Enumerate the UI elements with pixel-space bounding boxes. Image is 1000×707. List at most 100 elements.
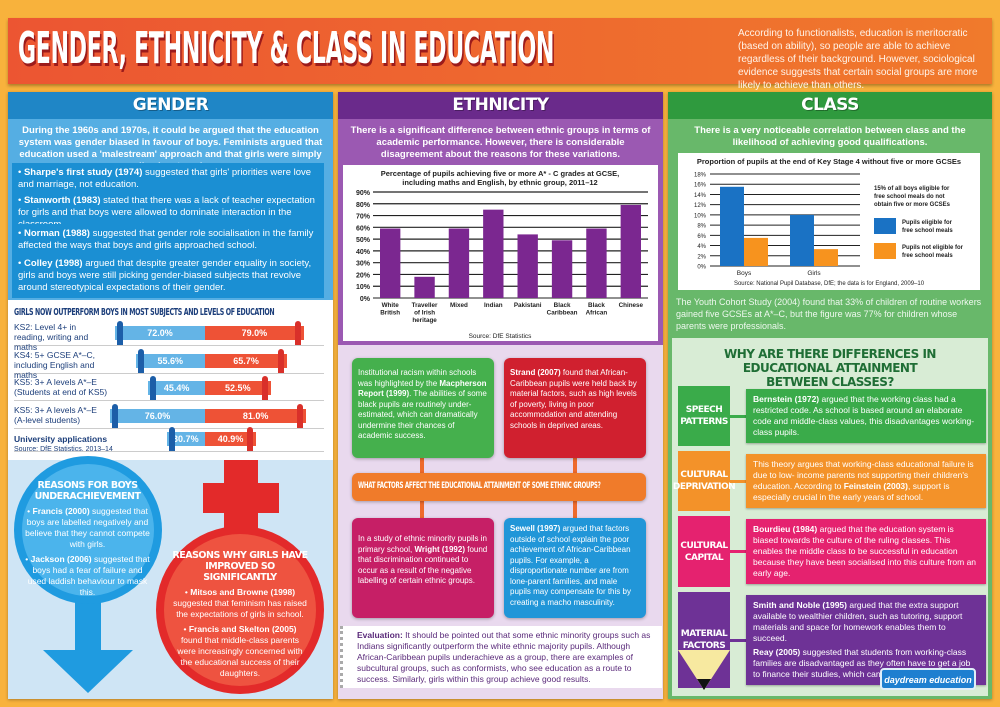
citation: Sewell (1997) [510, 524, 561, 533]
girl-figure-icon [294, 321, 301, 345]
x-tick-label: Black African [586, 302, 608, 317]
reason-label: Cultural Deprivation [673, 451, 736, 511]
class-reasons-list: Speech Patterns Bernstein (1972) argued t… [673, 386, 988, 688]
girl-figure-icon [261, 376, 268, 400]
girls-bar: 40.9% [205, 432, 257, 446]
boys-bar: 76.0% [110, 409, 205, 423]
comparison-row: KS5: 3+ A levels A*–E (Students at end o… [14, 375, 324, 401]
text: It should be pointed out that some ethni… [357, 630, 651, 684]
text: argued that the working class had a rest… [753, 394, 975, 437]
reason-paragraph: Smith and Noble (1995) argued that the e… [753, 600, 979, 644]
strand-box: Strand (2007) found that African-Caribbe… [504, 358, 646, 458]
reason-paragraph: Bourdieu (1984) argued that the educatio… [753, 524, 979, 579]
wright-box: In a study of ethnic minority pupils in … [352, 518, 494, 618]
citation: Stanworth (1983) [23, 195, 101, 206]
text: . The abilities of some black pupils are… [358, 389, 487, 440]
page-title: Gender, Ethnicity & Class in Education [18, 23, 555, 74]
reason-paragraph: Reay (2005) suggested that students from… [753, 647, 979, 680]
factors-banner: What Factors Affect the Educational Atta… [352, 473, 646, 501]
ethnicity-chart-title: Percentage of pupils achieving five or m… [380, 169, 620, 187]
citation: Strand (2007) [510, 368, 561, 377]
text: Institutional racism within schools was … [358, 368, 477, 388]
bar [620, 204, 641, 298]
text: suggested that gender role socialisation… [18, 228, 314, 251]
citation: Norman (1988) [23, 228, 90, 239]
girls-reason: • Mitsos and Browne (1998) suggested tha… [173, 587, 307, 619]
connector-line [730, 414, 746, 418]
comparison-row: University applications 30.7% 40.9% [14, 426, 324, 452]
y-tick-label: 10% [356, 284, 371, 291]
bar [517, 234, 538, 298]
legend-swatch [874, 218, 896, 234]
text: suggested that feminism has raised the e… [173, 598, 307, 619]
y-tick-label: 16% [694, 183, 707, 189]
y-tick-label: 30% [356, 261, 371, 268]
gender-point: • Colley (1998) argued that despite grea… [12, 254, 324, 298]
x-tick-label: Indian [484, 302, 503, 309]
row-label: KS2: Level 4+ in reading, writing and ma… [14, 322, 89, 352]
row-label: KS4: 5+ GCSE A*–C, including English and… [14, 350, 96, 380]
youth-cohort-text: The Youth Cohort Study (2004) found that… [676, 297, 982, 331]
reason-paragraph: Bernstein (1972) argued that the working… [753, 394, 979, 438]
legend-swatch [874, 243, 896, 259]
boys-bar: 30.7% [166, 432, 205, 446]
bar [380, 228, 401, 298]
boys-reason: • Jackson (2006) suggested that boys had… [25, 554, 150, 597]
gender-heading: Gender [8, 92, 333, 119]
citation: Francis and Skelton (2005) [188, 624, 297, 634]
x-tick-label: Traveller of Irish heritage [412, 302, 438, 324]
row-label: KS5: 3+ A levels A*–E (A-level students) [14, 405, 97, 425]
citation: Bernstein (1972) [753, 394, 820, 404]
bar [483, 209, 504, 298]
y-tick-label: 40% [356, 249, 371, 256]
boys-bar: 45.4% [148, 381, 205, 395]
citation: Evaluation: [357, 630, 403, 640]
pencil-tip-icon [678, 650, 730, 690]
legend-label: Pupils eligible for free school meals [902, 220, 953, 234]
boys-reason: • Francis (2000) suggested that boys are… [25, 506, 150, 549]
girls-bar: 79.0% [205, 326, 304, 340]
bar [448, 228, 470, 298]
citation: Sharpe's first study (1974) [23, 167, 143, 178]
y-tick-label: 90% [356, 190, 371, 197]
x-tick-label: Mixed [450, 302, 468, 309]
daydream-logo: daydream education [880, 668, 976, 690]
reason-text: Bernstein (1972) argued that the working… [746, 389, 986, 443]
bar [790, 214, 814, 266]
y-tick-label: 10% [694, 213, 707, 219]
citation: Feinstein (2003) [843, 481, 908, 491]
citation: Reay (2005) [753, 647, 801, 657]
text: argued that the education system is bias… [753, 524, 977, 578]
legend-label: Pupils not eligible for free school meals [902, 245, 964, 259]
sewell-box: Sewell (1997) argued that factors outsid… [504, 518, 646, 618]
boy-figure-icon [137, 349, 144, 373]
reason-text: Smith and Noble (1995) argued that the e… [746, 595, 986, 685]
comparison-heading: Girls now outperform boys in most subjec… [14, 307, 275, 318]
x-tick-label: White British [380, 302, 400, 317]
x-tick-label: Boys [737, 270, 752, 277]
girls-bar: 81.0% [205, 409, 307, 423]
girls-reason: • Francis and Skelton (2005) found that … [177, 624, 303, 678]
bar [744, 237, 768, 266]
text: suggested that boys are labelled negativ… [25, 506, 150, 549]
reason-row: Cultural Capital Bourdieu (1984) argued t… [678, 516, 988, 587]
text: suggested that students from working-cla… [753, 647, 972, 679]
boy-figure-icon [117, 321, 123, 345]
comparison-heading-wrap: Girls now outperform boys in most subjec… [14, 307, 326, 319]
girls-reasons: Reasons Why Girls Have Improved So Signi… [172, 550, 308, 683]
class-intro: There is a very noticeable correlation b… [694, 125, 966, 148]
row-label: KS5: 3+ A levels A*–E (Students at end o… [14, 377, 108, 397]
comparison-row: KS2: Level 4+ in reading, writing and ma… [14, 320, 324, 352]
factors-heading: What Factors Affect the Educational Atta… [358, 481, 601, 491]
bar [720, 186, 744, 266]
ethnicity-heading: Ethnicity [338, 92, 663, 119]
y-tick-label: 12% [694, 203, 707, 209]
y-tick-label: 70% [356, 214, 371, 221]
text: argued that the extra support available … [753, 600, 963, 643]
y-tick-label: 80% [356, 202, 371, 209]
chart-source: Source: DfE Statistics [469, 333, 533, 340]
male-symbol-icon [14, 456, 162, 693]
ethnicity-chart: 0% 10% 20% 30% 40% 50% 60% 70% 80% 90% White Britis… [356, 190, 648, 340]
evaluation-box: Evaluation: It should be pointed out tha… [340, 626, 662, 688]
y-tick-label: 50% [356, 237, 371, 244]
